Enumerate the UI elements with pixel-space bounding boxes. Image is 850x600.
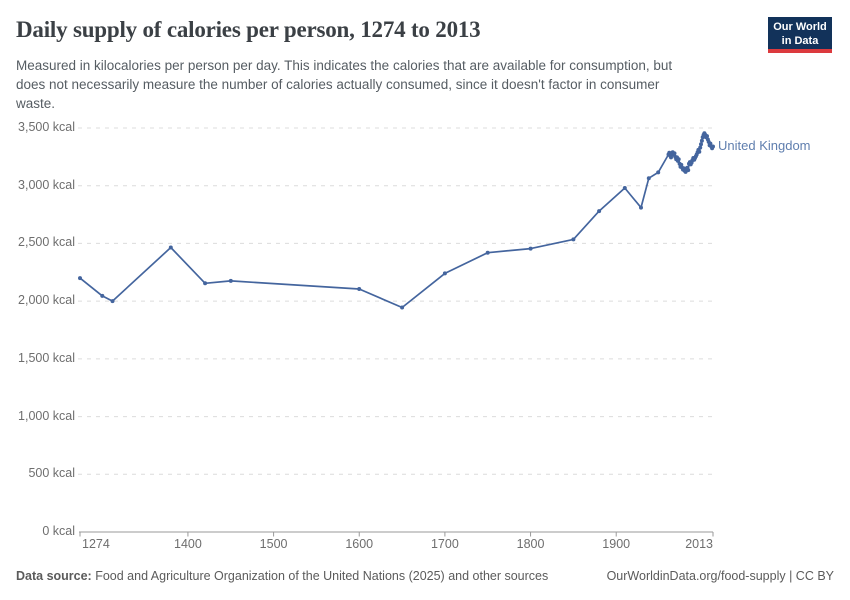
- y-tick-label: 2,000 kcal: [18, 293, 75, 308]
- y-tick-label: 3,500 kcal: [18, 120, 75, 134]
- y-tick-label: 3,000 kcal: [18, 177, 75, 192]
- data-point: [571, 237, 576, 242]
- data-point: [699, 138, 704, 143]
- x-tick-label: 1700: [430, 537, 459, 551]
- data-point: [597, 209, 602, 214]
- data-point: [203, 281, 208, 286]
- data-point: [705, 134, 709, 139]
- owid-logo-line1: Our World: [773, 21, 827, 33]
- data-point: [168, 245, 173, 250]
- y-tick-label: 2,500 kcal: [18, 235, 75, 250]
- data-point: [78, 276, 82, 281]
- data-point: [442, 271, 447, 276]
- owid-logo[interactable]: Our World in Data: [768, 17, 832, 53]
- data-source-text: Food and Agriculture Organization of the…: [91, 569, 549, 583]
- data-point: [699, 142, 703, 147]
- data-point: [686, 168, 691, 173]
- chart-footer: Data source: Food and Agriculture Organi…: [16, 569, 834, 583]
- y-tick-label: 1,500 kcal: [18, 350, 75, 365]
- x-tick-label: 1400: [174, 537, 202, 551]
- subtitle-line: does not necessarily measure the number …: [16, 77, 660, 92]
- data-point: [697, 149, 702, 154]
- data-point: [639, 205, 643, 210]
- data-point: [656, 170, 661, 175]
- y-tick-label: 500 kcal: [28, 466, 75, 481]
- chart-subtitle: Measured in kilocalories per person per …: [16, 56, 766, 113]
- data-source-label: Data source:: [16, 569, 92, 583]
- x-tick-label: 1600: [345, 537, 374, 551]
- y-tick-label: 0 kcal: [42, 524, 75, 538]
- data-point: [672, 151, 677, 156]
- data-point: [485, 250, 490, 255]
- data-line-united-kingdom: [79, 132, 714, 309]
- data-point: [528, 246, 533, 251]
- data-point: [676, 157, 681, 162]
- data-point: [357, 287, 362, 291]
- x-tick-label: 1900: [602, 537, 631, 551]
- data-point: [400, 305, 405, 310]
- subtitle-line: waste.: [16, 96, 56, 111]
- data-point: [110, 299, 115, 304]
- page-title: Daily supply of calories per person, 127…: [16, 17, 481, 42]
- data-point: [711, 144, 715, 149]
- entity-label-united-kingdom: United Kingdom: [718, 138, 811, 154]
- data-point: [669, 155, 673, 160]
- data-point: [228, 278, 233, 283]
- subtitle-line: Measured in kilocalories per person per …: [16, 58, 673, 73]
- x-tick-label: 1500: [259, 537, 288, 551]
- x-tick-label: 1800: [516, 537, 545, 551]
- data-point: [622, 186, 627, 190]
- owid-logo-line2: in Data: [781, 35, 819, 47]
- data-point: [698, 145, 703, 150]
- x-tick-label: 1274: [82, 537, 110, 551]
- credit-link[interactable]: OurWorldinData.org/food-supply | CC BY: [606, 569, 834, 583]
- x-tick-label: 2013: [685, 537, 713, 551]
- data-point: [100, 293, 105, 298]
- data-source-note: Data source: Food and Agriculture Organi…: [16, 569, 548, 583]
- y-tick-label: 1,000 kcal: [18, 408, 75, 423]
- data-point: [646, 176, 651, 181]
